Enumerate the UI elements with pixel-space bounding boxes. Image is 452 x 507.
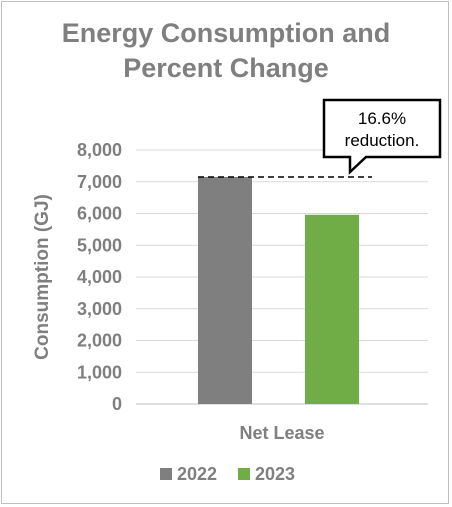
y-tick-label: 5,000 xyxy=(77,235,122,255)
gridlines xyxy=(136,149,428,405)
y-tick-label: 7,000 xyxy=(77,172,122,192)
y-tick-label: 2,000 xyxy=(77,331,122,351)
y-tick-label: 8,000 xyxy=(77,140,122,160)
callout-text-line-2: reduction. xyxy=(345,131,420,150)
callout: 16.6% reduction. xyxy=(322,98,442,175)
legend-label-2022: 2022 xyxy=(177,464,217,484)
y-tick-label: 6,000 xyxy=(77,204,122,224)
y-tick-label: 4,000 xyxy=(77,267,122,287)
chart-title: Energy Consumption and Percent Change xyxy=(0,16,452,86)
y-tick-label: 0 xyxy=(112,394,122,414)
chart-title-line-1: Energy Consumption and xyxy=(61,18,391,48)
category-label: Net Lease xyxy=(239,423,324,443)
bar-2023 xyxy=(305,214,359,404)
bar-2022 xyxy=(198,176,252,404)
legend-swatch-2022 xyxy=(160,468,172,480)
y-tick-label: 1,000 xyxy=(77,362,122,382)
y-axis-ticks: 0 1,000 2,000 3,000 4,000 5,000 6,000 7,000 8,00… xyxy=(77,140,122,414)
y-tick-label: 3,000 xyxy=(77,299,122,319)
legend: 2022 2023 xyxy=(160,464,295,484)
legend-swatch-2023 xyxy=(238,468,250,480)
callout-text-line-1: 16.6% xyxy=(358,109,406,128)
callout-box xyxy=(322,98,442,175)
y-axis-label: Consumption (GJ) xyxy=(32,194,53,360)
bars xyxy=(198,176,359,404)
chart-title-line-2: Percent Change xyxy=(123,53,329,83)
legend-label-2023: 2023 xyxy=(255,464,295,484)
